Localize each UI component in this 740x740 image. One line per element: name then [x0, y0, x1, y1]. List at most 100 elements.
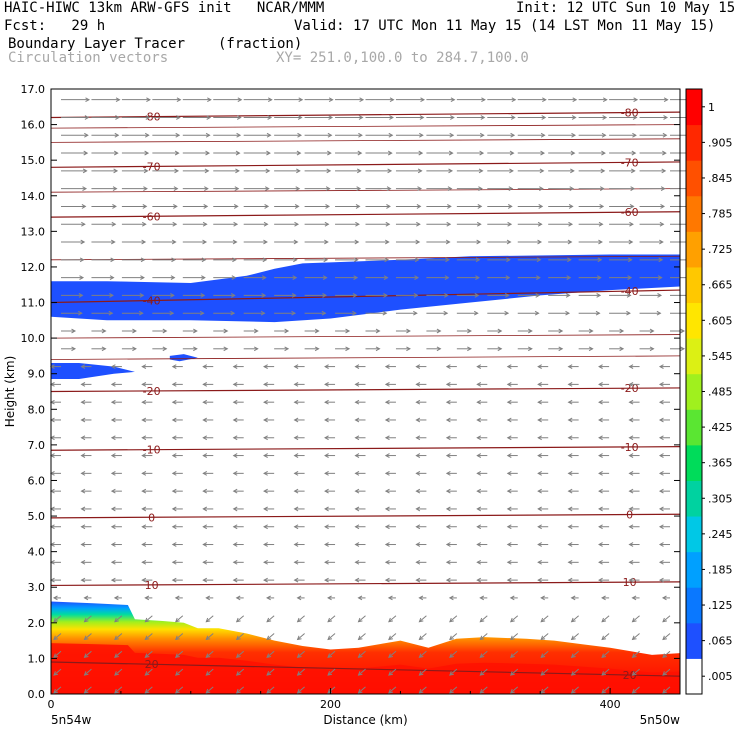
vector-arrowhead — [141, 470, 147, 476]
circulation-vector — [297, 633, 305, 640]
vector-arrowhead — [355, 204, 361, 209]
y-tick-label: 4.0 — [28, 546, 46, 559]
vector-arrowhead — [415, 453, 421, 458]
circulation-vector — [419, 686, 427, 694]
circulation-vector — [571, 615, 579, 623]
vector-arrowhead — [267, 115, 273, 120]
vector-arrowhead — [662, 150, 667, 156]
vector-arrowhead — [600, 168, 606, 174]
vector-arrowhead — [85, 97, 91, 103]
vector-arrowhead — [357, 635, 363, 641]
circulation-vector — [327, 650, 336, 658]
vector-arrowhead — [354, 435, 360, 441]
vector-arrowhead — [680, 328, 686, 334]
vector-arrowhead — [223, 328, 229, 334]
vector-arrowhead — [110, 488, 116, 494]
circulation-vector — [479, 633, 488, 640]
circulation-vector — [205, 668, 214, 676]
vector-arrowhead — [535, 293, 541, 298]
vector-arrowhead — [384, 577, 390, 583]
vector-arrowhead — [141, 221, 147, 227]
vector-arrowhead — [355, 221, 360, 227]
vector-arrowhead — [506, 524, 512, 530]
x-tick-label: 400 — [600, 698, 621, 711]
vector-arrowhead — [375, 346, 381, 352]
vector-arrowhead — [537, 470, 542, 476]
circulation-vector — [236, 650, 245, 658]
vector-arrowhead — [292, 275, 298, 280]
vector-arrowhead — [284, 346, 290, 352]
vector-arrowhead — [293, 382, 299, 387]
vector-arrowhead — [202, 488, 208, 494]
vector-arrowhead — [322, 275, 328, 280]
vector-arrowhead — [384, 364, 390, 369]
vector-arrowhead — [144, 688, 150, 694]
vector-arrowhead — [416, 221, 421, 227]
vector-arrowhead — [170, 293, 175, 298]
vector-arrowhead — [628, 470, 634, 476]
vector-arrowhead — [359, 97, 365, 103]
colorbar-label: .005 — [708, 670, 733, 683]
circulation-vector — [266, 633, 275, 640]
temperature-contour — [50, 513, 681, 519]
vector-arrowhead — [506, 239, 512, 245]
vector-arrowhead — [357, 150, 363, 156]
vector-arrowhead — [567, 364, 573, 369]
circulation-vector — [601, 615, 610, 623]
vector-arrowhead — [141, 453, 147, 458]
vector-arrowhead — [234, 186, 240, 192]
vector-arrowhead — [83, 617, 89, 623]
vector-arrowhead — [536, 257, 542, 263]
vector-arrowhead — [109, 293, 114, 298]
vector-arrowhead — [649, 346, 655, 352]
vector-arrowhead — [202, 221, 208, 227]
vector-arrowhead — [476, 221, 482, 227]
circulation-vector — [145, 686, 153, 694]
circulation-vector — [662, 633, 671, 640]
vector-arrowhead — [293, 239, 299, 245]
vector-arrowhead — [476, 488, 482, 494]
contour-label: 0 — [626, 509, 633, 522]
vector-arrowhead — [662, 132, 668, 138]
vector-arrowhead — [327, 132, 333, 138]
vector-arrowhead — [324, 364, 329, 369]
vector-arrowhead — [232, 577, 238, 583]
vector-arrowhead — [570, 168, 575, 174]
vector-arrowhead — [444, 293, 449, 298]
circulation-vector — [510, 615, 519, 623]
vector-arrowhead — [569, 186, 575, 192]
vector-arrowhead — [375, 328, 381, 334]
vector-arrowhead — [353, 257, 359, 263]
vector-arrowhead — [235, 595, 241, 601]
temperature-contour — [50, 211, 681, 218]
circulation-vector — [662, 615, 671, 623]
vector-arrowhead — [144, 595, 150, 601]
colorbar-label: .245 — [708, 528, 733, 541]
vector-arrowhead — [110, 542, 116, 547]
x-tick-label: 200 — [320, 698, 341, 711]
vector-arrowhead — [293, 453, 299, 458]
vector-arrowhead — [327, 595, 332, 601]
vector-arrowhead — [504, 293, 510, 298]
vector-arrowhead — [174, 168, 180, 174]
vector-arrowhead — [206, 115, 212, 120]
circulation-vector — [205, 633, 214, 640]
vector-arrowhead — [445, 453, 451, 458]
vector-arrowhead — [538, 204, 544, 209]
vector-arrowhead — [110, 239, 116, 245]
vector-arrowhead — [540, 132, 546, 138]
vector-arrowhead — [658, 488, 664, 494]
vector-arrowhead — [112, 186, 118, 192]
vector-arrowhead — [202, 577, 208, 583]
vector-arrowhead — [631, 653, 637, 658]
vector-arrowhead — [53, 617, 59, 623]
colorbar-swatch — [686, 551, 702, 588]
vector-arrowhead — [568, 204, 574, 209]
vector-arrowhead — [202, 506, 208, 512]
vector-arrowhead — [631, 150, 637, 156]
vector-arrowhead — [415, 542, 421, 547]
vector-arrowhead — [658, 559, 664, 565]
vector-arrowhead — [354, 399, 360, 405]
vector-arrowhead — [261, 293, 267, 298]
vector-arrowhead — [565, 310, 571, 316]
